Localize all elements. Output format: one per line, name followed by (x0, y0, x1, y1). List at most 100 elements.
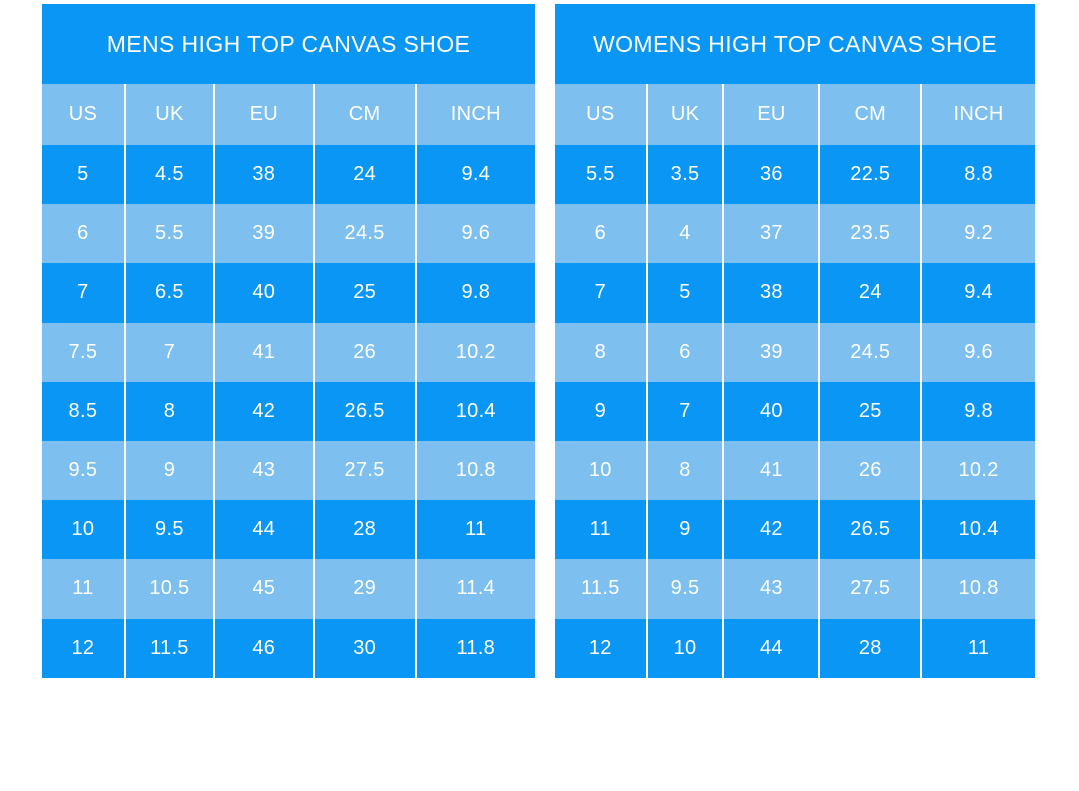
table-cell: 12 (555, 618, 648, 678)
table-cell: 7 (648, 381, 725, 441)
table-cell: 36 (724, 145, 821, 205)
table-cell: 40 (215, 263, 315, 323)
table-row: 8 6 39 24.5 9.6 (555, 322, 1035, 382)
table-cell: 27.5 (315, 440, 417, 501)
table-cell: 39 (724, 322, 821, 382)
table-cell: 10 (555, 440, 648, 501)
table-cell: 7.5 (42, 322, 126, 382)
table-cell: 11 (42, 559, 126, 619)
column-header-inch: INCH (953, 103, 1004, 125)
table-cell: 4.5 (126, 145, 216, 205)
table-cell: 10.8 (958, 577, 999, 600)
table-cell: 43 (724, 559, 821, 619)
size-table-womens: WOMENS HIGH TOP CANVAS SHOE US UK EU CM … (555, 4, 1035, 678)
table-cell: 42 (724, 500, 821, 560)
table-cell: 39 (215, 204, 315, 264)
womens-table-body: 5.5 3.5 36 22.5 8.8 6 4 37 23.5 9.2 7 5 … (555, 145, 1035, 678)
table-cell: 25 (315, 263, 417, 323)
table-row: 5.5 3.5 36 22.5 8.8 (555, 145, 1035, 205)
table-cell: 44 (215, 500, 315, 560)
table-cell: 42 (215, 381, 315, 441)
table-cell: 9.2 (964, 222, 993, 245)
table-cell: 8 (648, 440, 725, 501)
table-cell: 9.5 (126, 500, 216, 560)
table-cell: 9 (648, 500, 725, 560)
table-row: 7 5 38 24 9.4 (555, 263, 1035, 323)
table-cell: 11 (555, 500, 648, 560)
table-cell: 44 (724, 618, 821, 678)
table-cell: 46 (215, 618, 315, 678)
table-cell: 45 (215, 559, 315, 619)
table-cell: 24 (315, 145, 417, 205)
table-cell: 10.4 (455, 399, 496, 422)
table-cell: 8 (555, 322, 648, 382)
table-cell: 37 (724, 204, 821, 264)
table-row: 5 4.5 38 24 9.4 (42, 145, 535, 205)
table-cell: 5.5 (126, 204, 216, 264)
mens-title-bar: MENS HIGH TOP CANVAS SHOE (42, 4, 535, 84)
table-cell: 25 (820, 381, 923, 441)
table-cell: 6.5 (126, 263, 216, 323)
mens-table-title: MENS HIGH TOP CANVAS SHOE (106, 30, 471, 57)
table-cell: 8.5 (42, 381, 126, 441)
table-row: 11 10.5 45 29 11.4 (42, 559, 535, 619)
womens-table-title: WOMENS HIGH TOP CANVAS SHOE (592, 30, 997, 57)
table-cell: 6 (42, 204, 126, 264)
table-cell: 4 (648, 204, 725, 264)
table-cell: 38 (215, 145, 315, 205)
table-cell: 23.5 (820, 204, 923, 264)
table-cell: 6 (555, 204, 648, 264)
mens-table-body: 5 4.5 38 24 9.4 6 5.5 39 24.5 9.6 7 6.5 … (42, 145, 535, 678)
table-row: 9.5 9 43 27.5 10.8 (42, 440, 535, 501)
table-cell: 26.5 (315, 381, 417, 441)
table-row: 6 4 37 23.5 9.2 (555, 204, 1035, 264)
size-charts-container: MENS HIGH TOP CANVAS SHOE US UK EU CM IN… (42, 4, 1035, 678)
column-header-eu: EU (724, 84, 821, 145)
table-cell: 9.6 (461, 222, 491, 245)
table-cell: 43 (215, 440, 315, 501)
table-cell: 7 (555, 263, 648, 323)
table-row: 10 8 41 26 10.2 (555, 440, 1035, 501)
table-cell: 10.2 (455, 340, 496, 363)
table-cell: 6 (648, 322, 725, 382)
table-cell: 10.2 (958, 459, 999, 482)
table-cell: 27.5 (820, 559, 923, 619)
womens-title-bar: WOMENS HIGH TOP CANVAS SHOE (555, 4, 1035, 84)
table-cell: 5 (42, 145, 126, 205)
table-row: 12 10 44 28 11 (555, 618, 1035, 678)
table-cell: 8.8 (964, 163, 993, 186)
table-row: 10 9.5 44 28 11 (42, 500, 535, 560)
table-cell: 26.5 (820, 500, 923, 560)
table-cell: 10 (42, 500, 126, 560)
table-cell: 11.4 (456, 577, 496, 600)
table-cell: 41 (724, 440, 821, 501)
table-cell: 9.4 (964, 281, 993, 304)
table-cell: 24.5 (820, 322, 923, 382)
table-cell: 40 (724, 381, 821, 441)
table-cell: 9 (126, 440, 216, 501)
table-cell: 10.5 (126, 559, 216, 619)
column-header-eu: EU (215, 84, 315, 145)
table-row: 9 7 40 25 9.8 (555, 381, 1035, 441)
mens-column-header-row: US UK EU CM INCH (42, 84, 535, 145)
table-cell: 10 (648, 618, 725, 678)
table-cell: 9.4 (461, 163, 491, 186)
column-header-cm: CM (820, 84, 923, 145)
table-cell: 7 (42, 263, 126, 323)
size-table-mens: MENS HIGH TOP CANVAS SHOE US UK EU CM IN… (42, 4, 535, 678)
table-cell: 24 (820, 263, 923, 323)
table-row: 6 5.5 39 24.5 9.6 (42, 204, 535, 264)
table-cell: 38 (724, 263, 821, 323)
table-row: 11.5 9.5 43 27.5 10.8 (555, 559, 1035, 619)
column-header-uk: UK (126, 84, 216, 145)
table-cell: 28 (315, 500, 417, 560)
column-header-cm: CM (315, 84, 417, 145)
column-header-us: US (42, 84, 126, 145)
table-cell: 10.4 (958, 518, 999, 541)
table-cell: 5 (648, 263, 725, 323)
table-cell: 9.6 (964, 340, 993, 363)
table-cell: 10.8 (455, 459, 496, 482)
table-cell: 22.5 (820, 145, 923, 205)
table-cell: 11 (465, 518, 487, 541)
table-row: 7 6.5 40 25 9.8 (42, 263, 535, 323)
